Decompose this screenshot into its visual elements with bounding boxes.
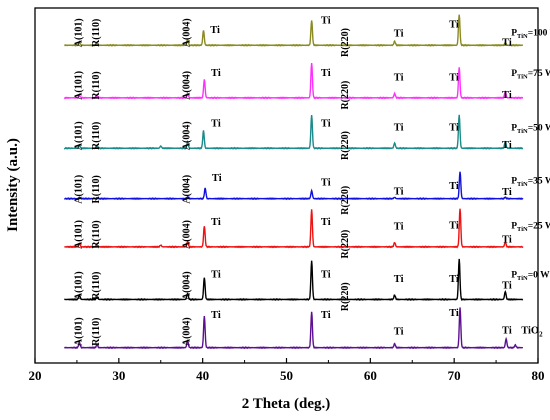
peak-label: R(110) bbox=[91, 318, 102, 346]
peak-label: A(101) bbox=[74, 121, 85, 150]
peak-label: Ti bbox=[502, 90, 512, 101]
peak-label: Ti bbox=[321, 118, 331, 129]
peak-label: R(220) bbox=[340, 28, 351, 57]
peak-label: Ti bbox=[394, 274, 404, 285]
x-axis-label: 2 Theta (deg.) bbox=[242, 396, 330, 412]
peak-label: A(004) bbox=[182, 175, 193, 204]
peak-label: Ti bbox=[321, 15, 331, 26]
series-name-label: PTiN=25 W bbox=[511, 222, 550, 234]
peak-label: TiO2 bbox=[521, 326, 543, 339]
peak-label: Ti bbox=[394, 123, 404, 134]
peak-label: A(101) bbox=[74, 71, 85, 100]
y-axis-label: Intensity (a.u.) bbox=[5, 138, 21, 232]
x-tick-label: 30 bbox=[112, 368, 125, 383]
peak-label: Ti bbox=[502, 326, 512, 337]
peak-label: R(220) bbox=[340, 186, 351, 215]
x-tick-label: 80 bbox=[532, 368, 545, 383]
series-line-tio2 bbox=[64, 307, 524, 350]
peak-label: R(220) bbox=[340, 131, 351, 160]
peak-label: Ti bbox=[211, 270, 221, 281]
peak-label: Ti bbox=[449, 181, 459, 192]
peak-label: A(101) bbox=[74, 317, 85, 346]
peak-label: R(110) bbox=[91, 220, 102, 248]
x-tick-label: 20 bbox=[29, 368, 42, 383]
peak-label: Ti bbox=[394, 221, 404, 232]
peak-label: Ti bbox=[502, 140, 512, 151]
peak-label: A(004) bbox=[182, 220, 193, 249]
peak-label: R(220) bbox=[340, 81, 351, 110]
peak-label: A(004) bbox=[182, 271, 193, 300]
peak-label: A(101) bbox=[74, 220, 85, 249]
series-line-p100 bbox=[64, 14, 524, 47]
series-line-p0 bbox=[63, 258, 524, 302]
peak-label: R(220) bbox=[340, 230, 351, 259]
series-line-p50 bbox=[63, 114, 524, 150]
peak-label: Ti bbox=[449, 274, 459, 285]
x-tick-label: 60 bbox=[364, 368, 377, 383]
peak-label: R(110) bbox=[91, 122, 102, 150]
peak-label: R(110) bbox=[91, 175, 102, 203]
peak-label: Ti bbox=[394, 72, 404, 83]
peak-label: R(220) bbox=[340, 282, 351, 311]
x-tick-label: 50 bbox=[280, 368, 293, 383]
peak-label: Ti bbox=[212, 173, 222, 184]
peak-label: A(101) bbox=[74, 271, 85, 300]
peak-label: Ti bbox=[449, 20, 459, 31]
peak-label: Ti bbox=[211, 310, 221, 321]
peak-label: Ti bbox=[502, 37, 512, 48]
series-line-p25 bbox=[64, 208, 524, 249]
series-line-p35 bbox=[63, 171, 524, 201]
peak-label: Ti bbox=[394, 186, 404, 197]
peak-label: Ti bbox=[321, 217, 331, 228]
peak-label: R(110) bbox=[91, 272, 102, 300]
peak-label: A(101) bbox=[74, 18, 85, 47]
peak-label: A(101) bbox=[74, 175, 85, 204]
peak-label: A(004) bbox=[182, 18, 193, 47]
peak-label: Ti bbox=[321, 310, 331, 321]
plot-frame bbox=[34, 7, 539, 364]
peak-label: R(110) bbox=[91, 71, 102, 99]
peak-label: A(004) bbox=[182, 71, 193, 100]
peak-label: Ti bbox=[394, 327, 404, 338]
peak-label: Ti bbox=[449, 123, 459, 134]
peak-label: Ti bbox=[502, 235, 512, 246]
peak-label: R(110) bbox=[91, 19, 102, 47]
series-name-label: PTiN=35 W bbox=[511, 176, 550, 188]
peak-label: Ti bbox=[449, 72, 459, 83]
trace-layer bbox=[63, 14, 524, 350]
series-name-label: PTiN=0 W bbox=[511, 271, 550, 283]
peak-label: Ti bbox=[210, 25, 220, 36]
peak-label: Ti bbox=[211, 217, 221, 228]
peak-label: Ti bbox=[321, 178, 331, 189]
peak-label: A(004) bbox=[182, 317, 193, 346]
x-tick-label: 70 bbox=[448, 368, 461, 383]
x-axis-ticks: 20 30 40 50 60 70 80 bbox=[29, 358, 545, 383]
peak-label: Ti bbox=[211, 118, 221, 129]
series-name-label: PTiN=75 W bbox=[511, 69, 550, 81]
series-line-p75 bbox=[63, 62, 524, 100]
peak-label: Ti bbox=[321, 270, 331, 281]
series-name-label: PTiN=100 W bbox=[511, 29, 550, 41]
peak-label: Ti bbox=[394, 29, 404, 40]
x-tick-label: 40 bbox=[196, 368, 209, 383]
peak-label: Ti bbox=[321, 68, 331, 79]
peak-label: Ti bbox=[449, 221, 459, 232]
series-name-label: PTiN=50 W bbox=[511, 124, 550, 136]
peak-label: Ti bbox=[449, 308, 459, 319]
peak-label: Ti bbox=[502, 187, 512, 198]
peak-label: Ti bbox=[502, 281, 512, 292]
peak-label: Ti bbox=[211, 68, 221, 79]
peak-label: A(004) bbox=[182, 121, 193, 150]
